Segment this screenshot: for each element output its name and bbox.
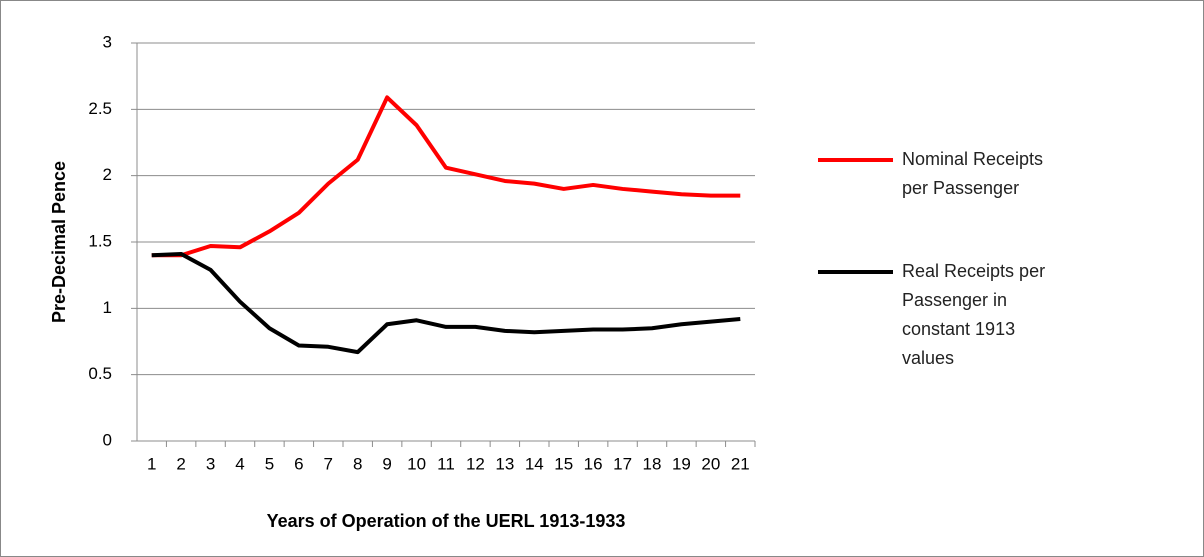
x-axis-title: Years of Operation of the UERL 1913-1933 [267,511,626,531]
y-tick-label: 2.5 [88,99,112,118]
x-tick-label: 11 [437,454,455,473]
series-line [151,251,741,355]
y-tick-label: 3 [103,32,112,51]
y-tick-label: 0.5 [88,364,112,383]
x-tick-label: 9 [382,454,391,473]
x-tick-label: 13 [495,454,514,473]
x-tick-label: 7 [324,454,333,473]
x-tick-label: 4 [235,454,244,473]
x-tick-label: 12 [466,454,485,473]
y-tick-label: 1.5 [88,231,112,250]
x-tick-label: 10 [407,454,426,473]
legend-label: Nominal Receipts per Passenger [902,149,1044,198]
y-tick-label: 2 [103,165,112,184]
x-tick-label: 20 [701,454,720,473]
x-tick-label: 17 [613,454,632,473]
x-tick-label: 19 [672,454,691,473]
x-tick-label: 5 [265,454,274,473]
x-tick-label: 6 [294,454,303,473]
y-axis-title: Pre-Decimal Pence [49,161,69,323]
x-tick-label: 8 [353,454,362,473]
series-line [151,95,741,258]
x-tick-label: 3 [206,454,215,473]
x-tick-label: 21 [731,454,750,473]
legend-label: Real Receipts per Passenger in constant … [902,261,1046,368]
x-tick-label: 14 [525,454,544,473]
y-tick-label: 0 [103,430,112,449]
y-tick-label: 1 [103,298,112,317]
x-tick-label: 18 [643,454,662,473]
x-tick-label: 16 [584,454,603,473]
x-tick-label: 2 [176,454,185,473]
x-tick-label: 15 [554,454,573,473]
x-tick-label: 1 [147,454,156,473]
